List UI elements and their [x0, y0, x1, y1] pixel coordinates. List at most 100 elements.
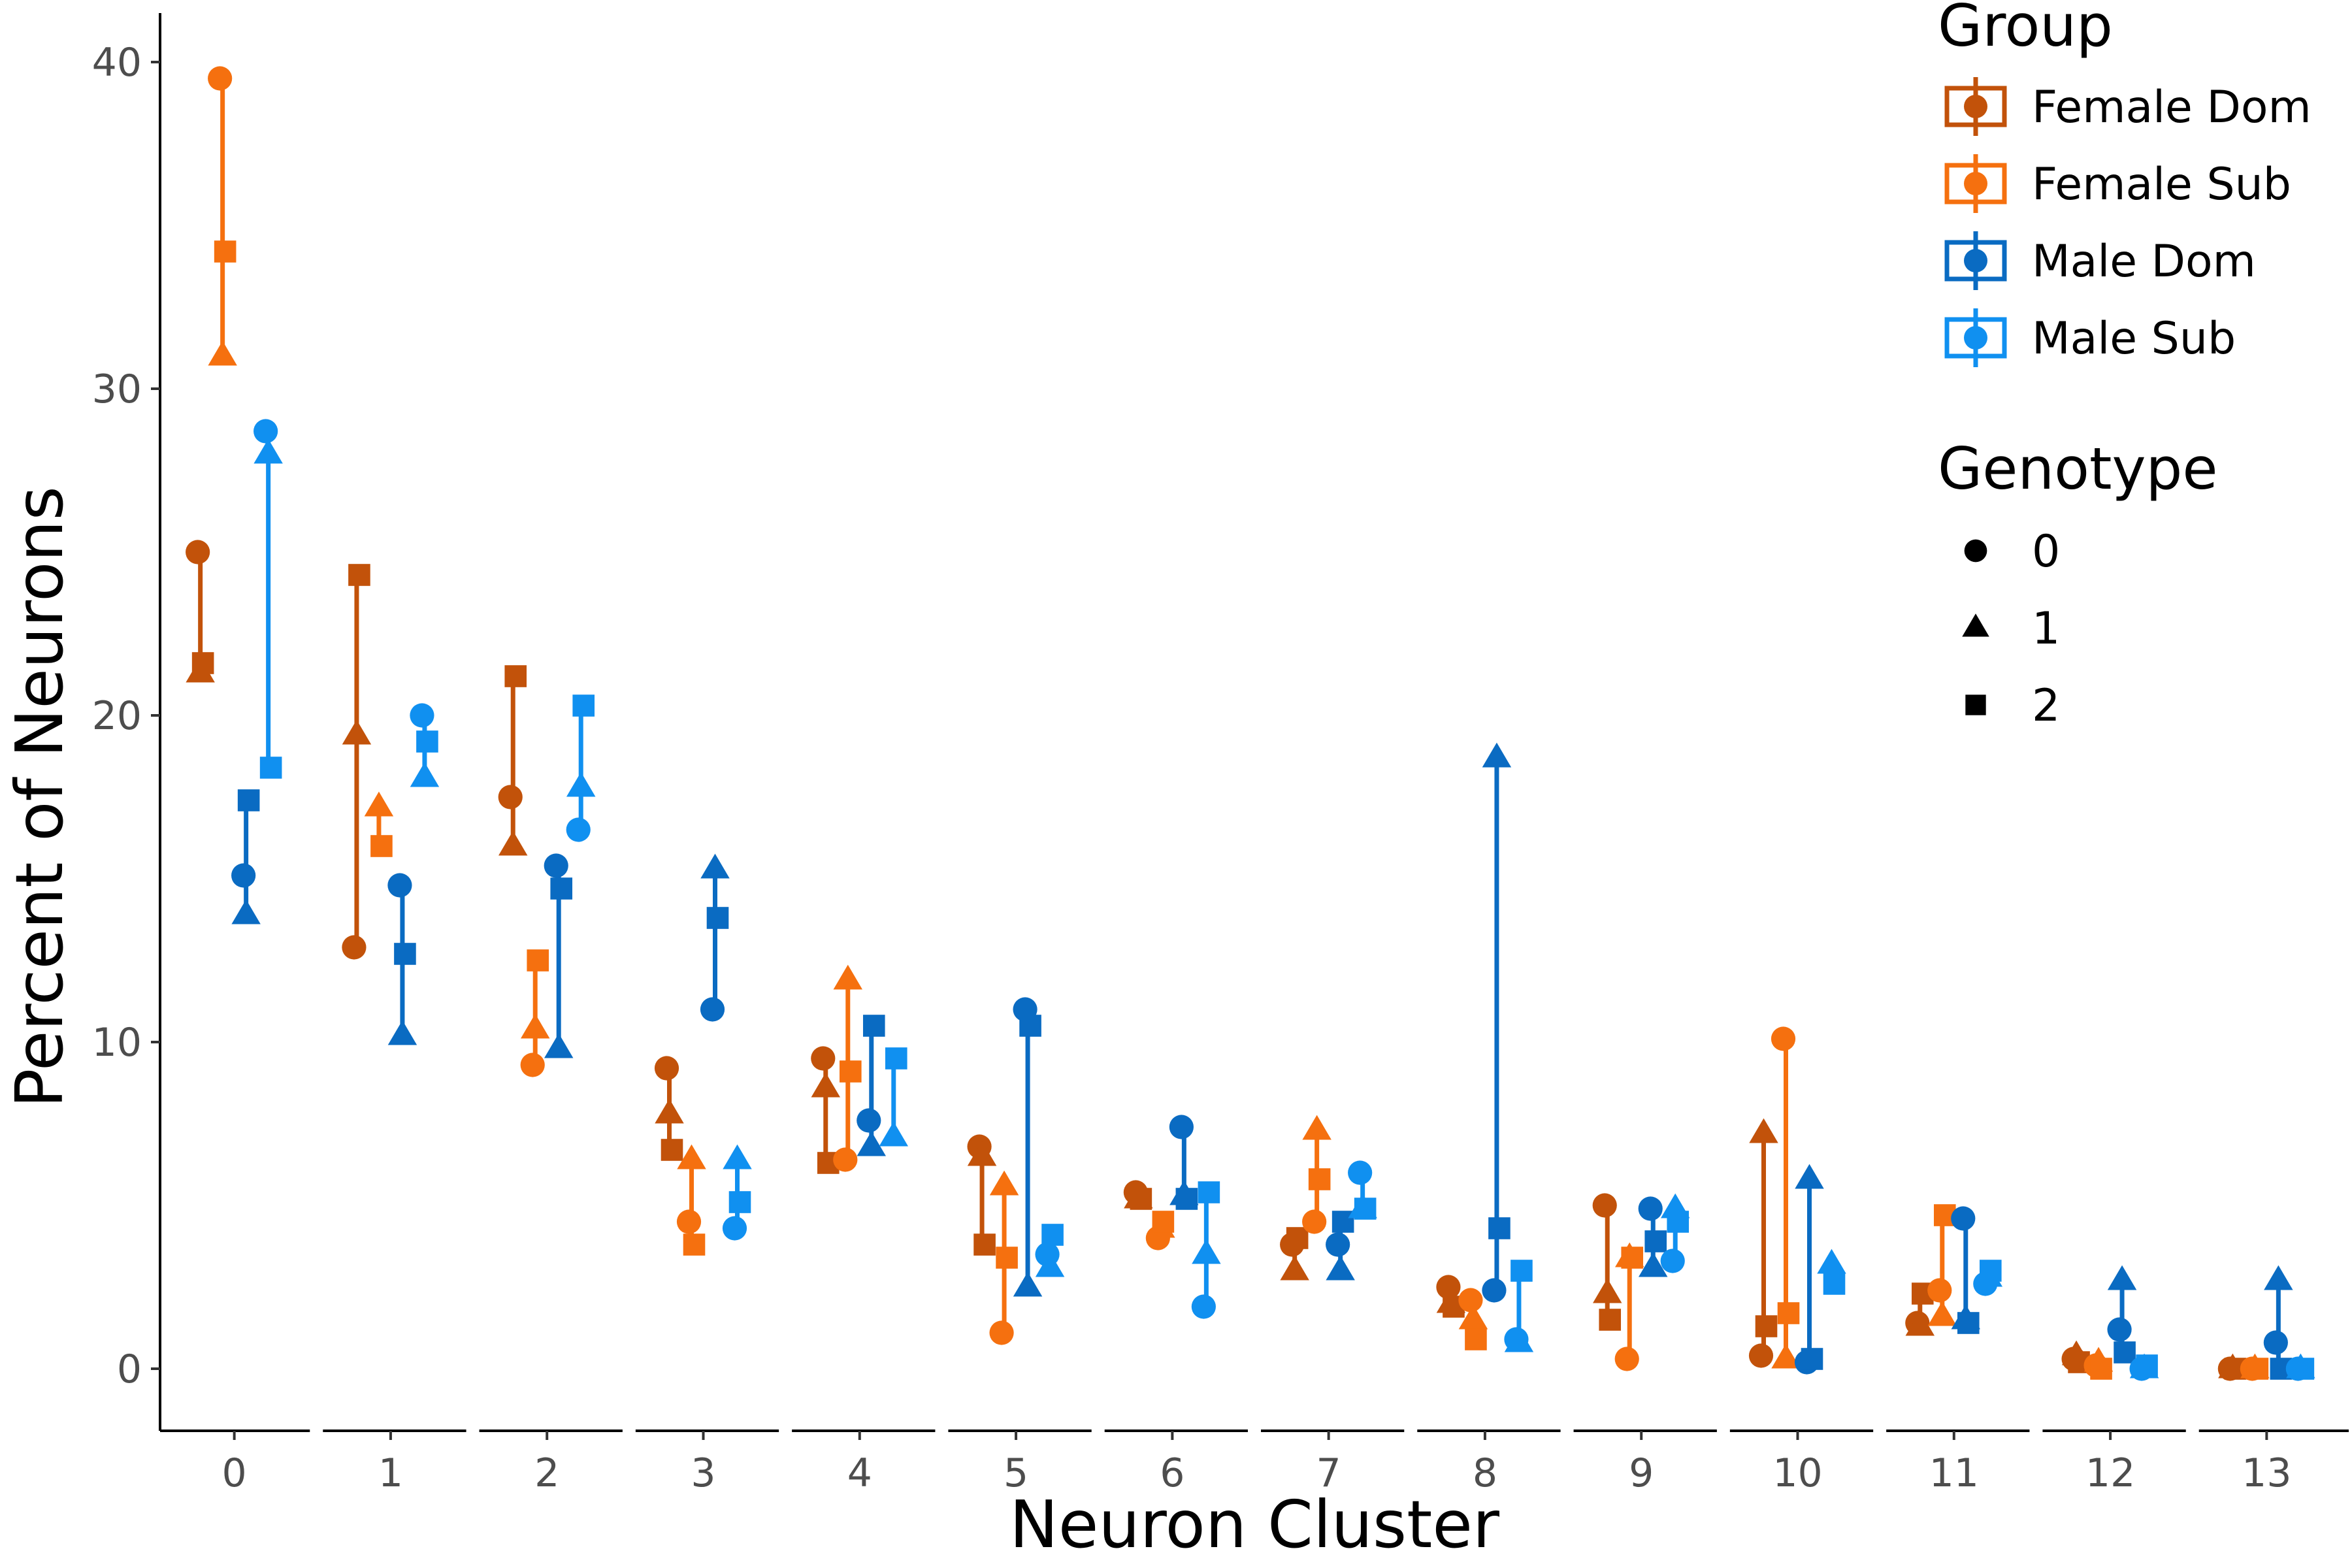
data-point: [1436, 1275, 1461, 1299]
data-point: [342, 719, 372, 745]
data-point: [1465, 1328, 1487, 1350]
data-point: [1771, 1026, 1796, 1051]
data-point: [2246, 1358, 2269, 1380]
legend-group-title: Group: [1938, 0, 2113, 59]
data-point: [1458, 1288, 1483, 1313]
data-point: [973, 1233, 996, 1256]
data-point: [208, 66, 233, 91]
data-point: [1504, 1327, 1534, 1352]
data-point: [1348, 1160, 1373, 1185]
data-point: [1191, 1294, 1216, 1319]
data-point: [1308, 1168, 1331, 1190]
data-point: [2292, 1358, 2315, 1380]
legend: Group Genotype Female Dom Female Sub Male …: [1938, 0, 2311, 732]
data-point: [1771, 1343, 1801, 1369]
data-point: [527, 949, 549, 972]
x-tick-label: 2: [534, 1450, 559, 1496]
data-point: [1927, 1278, 1952, 1303]
data-point: [566, 772, 596, 797]
data-point: [1019, 1015, 1041, 1037]
legend-shape-triangle: [1962, 613, 1989, 637]
data-point: [416, 730, 438, 753]
data-point: [1660, 1249, 1685, 1273]
legend-genotype-label: 0: [2032, 526, 2060, 578]
data-point: [654, 1056, 679, 1081]
data-point: [1621, 1247, 1644, 1269]
data-point: [676, 1209, 702, 1234]
x-tick-label: 12: [2085, 1450, 2135, 1496]
data-point: [214, 240, 237, 263]
data-point: [520, 1013, 550, 1039]
data-point: [1795, 1164, 1824, 1189]
data-point: [839, 1060, 862, 1083]
x-axis-title: Neuron Cluster: [1009, 1486, 1500, 1563]
y-tick-label: 30: [92, 367, 142, 412]
data-point: [1777, 1302, 1800, 1324]
data-point: [544, 853, 568, 878]
data-point: [191, 652, 214, 674]
data-point: [967, 1141, 997, 1166]
data-point: [1152, 1211, 1175, 1233]
data-point: [1755, 1315, 1778, 1337]
data-point: [989, 1170, 1019, 1196]
x-tick-label: 13: [2242, 1450, 2291, 1496]
data-point: [1302, 1115, 1331, 1140]
legend-shape-square: [1965, 694, 1986, 715]
x-tick-label: 9: [1629, 1450, 1654, 1496]
data-point: [661, 1139, 683, 1161]
y-tick-label: 40: [92, 40, 142, 86]
legend-key-point: [1964, 326, 1987, 350]
data-point: [700, 997, 725, 1022]
data-point: [1192, 1239, 1221, 1264]
legend-shape-circle: [1964, 539, 1987, 563]
data-point: [1979, 1260, 2002, 1282]
data-point: [1614, 1347, 1639, 1371]
data-point: [655, 1098, 684, 1124]
x-tick-label: 11: [1929, 1450, 1979, 1496]
x-tick-label: 8: [1473, 1450, 1497, 1496]
data-point: [1354, 1198, 1377, 1220]
data-point: [1482, 1278, 1507, 1303]
x-tick-label: 5: [1004, 1450, 1028, 1496]
x-tick-label: 10: [1772, 1450, 1822, 1496]
data-point: [677, 1144, 706, 1169]
data-point: [1823, 1273, 1846, 1295]
data-point: [253, 438, 283, 464]
legend-genotype-label: 2: [2032, 680, 2060, 732]
data-point: [253, 419, 278, 444]
data-point: [728, 1191, 751, 1213]
data-point: [1667, 1211, 1690, 1233]
data-point: [342, 935, 367, 960]
data-point: [1198, 1181, 1220, 1203]
data-point: [723, 1144, 752, 1169]
data-point: [811, 1046, 836, 1071]
data-point: [1488, 1217, 1511, 1239]
data-point: [1302, 1209, 1327, 1234]
data-point: [885, 1047, 907, 1070]
y-tick-label: 20: [92, 693, 142, 739]
data-point: [833, 1147, 858, 1172]
y-tick-label: 0: [117, 1347, 142, 1392]
data-point: [2090, 1358, 2112, 1380]
data-point: [857, 1108, 881, 1133]
data-point: [2263, 1330, 2288, 1355]
data-point: [2136, 1354, 2158, 1377]
data-point: [706, 907, 729, 929]
data-point: [857, 1131, 887, 1156]
data-point: [2107, 1265, 2137, 1290]
data-point: [989, 1320, 1014, 1345]
data-point: [1905, 1311, 1935, 1336]
data-point: [1957, 1312, 1980, 1334]
data-point: [370, 835, 393, 857]
data-point: [1130, 1188, 1152, 1210]
data-point: [208, 340, 237, 366]
x-tick-label: 3: [691, 1450, 715, 1496]
data-point: [996, 1247, 1018, 1269]
data-point: [722, 1216, 747, 1241]
data-point: [1326, 1232, 1350, 1257]
data-point: [259, 757, 282, 779]
data-point: [1801, 1348, 1823, 1370]
data-point: [683, 1233, 706, 1256]
